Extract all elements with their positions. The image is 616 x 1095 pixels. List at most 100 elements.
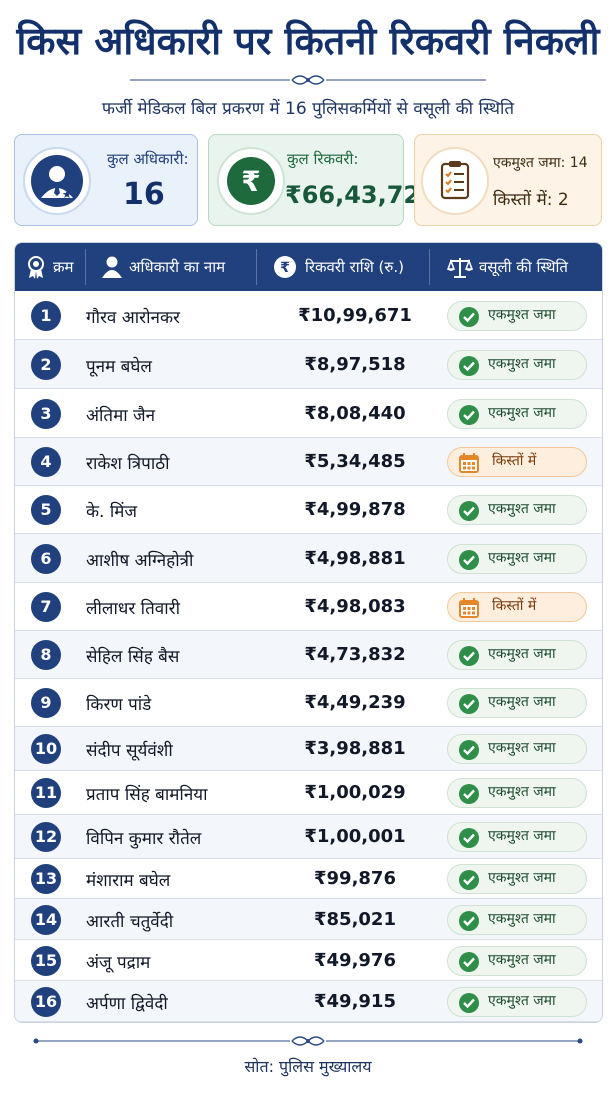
recovery-amount: ₹8,97,518 xyxy=(304,354,406,375)
summary-cards: कुल अधिकारी: 16 ₹ कुल रिकवरी: ₹66,43,726 xyxy=(14,134,602,226)
total-recovery-value: ₹66,43,726 xyxy=(285,181,437,209)
officer-name: राकेश त्रिपाठी xyxy=(86,454,170,474)
status-text: एकमुश्त जमा xyxy=(488,694,556,710)
officer-name: प्रताप सिंह बामनिया xyxy=(86,785,208,805)
row-number: 3 xyxy=(31,399,61,429)
officer-name: संदीप सूर्यवंशी xyxy=(86,741,173,761)
table-row: 7 लीलाधर तिवारी ₹4,98,083 किस्तों में xyxy=(15,583,602,631)
status-badge: एकमुश्त जमा xyxy=(447,640,587,670)
status-badge: एकमुश्त जमा xyxy=(447,778,587,808)
recovery-amount: ₹4,73,832 xyxy=(304,644,406,665)
recovery-amount: ₹5,34,485 xyxy=(304,451,406,472)
status-text: एकमुश्त जमा xyxy=(488,307,556,323)
row-number: 11 xyxy=(31,778,61,808)
recovery-amount: ₹1,00,029 xyxy=(304,782,406,803)
officer-name: मंशाराम बघेल xyxy=(86,871,171,891)
row-number: 6 xyxy=(31,544,61,574)
status-badge: एकमुश्त जमा xyxy=(447,544,587,574)
status-text: एकमुश्त जमा xyxy=(488,356,556,372)
row-number: 9 xyxy=(31,688,61,718)
header-name: अधिकारी का नाम xyxy=(101,243,271,291)
header-status: वसूली की स्थिति xyxy=(447,243,597,291)
status-badge: एकमुश्त जमा xyxy=(447,987,587,1017)
ornament-divider-bottom xyxy=(33,1036,583,1046)
officer-name: आशीष अग्निहोत्री xyxy=(86,551,194,571)
balance-scale-icon xyxy=(447,258,473,278)
row-number: 1 xyxy=(31,301,61,331)
status-badge: किस्तों में xyxy=(447,592,587,622)
status-badge: एकमुश्त जमा xyxy=(447,399,587,429)
total-recovery-card: ₹ कुल रिकवरी: ₹66,43,726 xyxy=(208,134,437,226)
row-number: 10 xyxy=(31,734,61,764)
total-officers-card: कुल अधिकारी: 16 xyxy=(14,134,198,226)
row-number: 16 xyxy=(31,987,61,1017)
status-text: किस्तों में xyxy=(492,453,537,469)
person-icon xyxy=(102,256,122,278)
officer-name: अंतिमा जैन xyxy=(86,406,156,426)
rupee-icon: ₹ xyxy=(217,147,285,215)
recovery-amount: ₹4,98,083 xyxy=(304,596,406,617)
officer-name: पूनम बघेल xyxy=(86,357,152,377)
header-serial-label: क्रम xyxy=(53,258,74,276)
svg-text:₹: ₹ xyxy=(241,165,260,198)
recovery-amount: ₹85,021 xyxy=(314,909,396,930)
status-text: एकमुश्त जमा xyxy=(488,550,556,566)
recovery-amount: ₹49,915 xyxy=(314,991,396,1012)
lumpsum-count: एकमुश्त जमा: 14 xyxy=(493,155,588,171)
recovery-amount: ₹4,49,239 xyxy=(304,692,406,713)
table-row: 10 संदीप सूर्यवंशी ₹3,98,881 एकमुश्त जमा xyxy=(15,727,602,771)
recovery-amount: ₹49,976 xyxy=(314,950,396,971)
table-row: 1 गौरव आरोनकर ₹10,99,671 एकमुश्त जमा xyxy=(15,292,602,340)
row-number: 5 xyxy=(31,495,61,525)
status-text: एकमुश्त जमा xyxy=(488,784,556,800)
table-row: 14 आरती चतुर्वेदी ₹85,021 एकमुश्त जमा xyxy=(15,899,602,940)
recovery-amount: ₹3,98,881 xyxy=(304,738,406,759)
table-row: 12 विपिन कुमार रौतेल ₹1,00,001 एकमुश्त जमा xyxy=(15,815,602,859)
police-officer-icon xyxy=(23,147,91,215)
header-amount: ₹ रिकवरी राशि (रु.) xyxy=(273,243,423,291)
status-text: एकमुश्त जमा xyxy=(488,740,556,756)
status-badge: एकमुश्त जमा xyxy=(447,495,587,525)
table-header: क्रम अधिकारी का नाम ₹ रिकवरी राशि (रु.) xyxy=(15,243,602,291)
status-text: एकमुश्त जमा xyxy=(488,501,556,517)
status-badge: किस्तों में xyxy=(447,447,587,477)
officer-name: अंजू पद्राम xyxy=(86,953,151,973)
status-badge: एकमुश्त जमा xyxy=(447,688,587,718)
header-name-label: अधिकारी का नाम xyxy=(129,258,226,276)
header-serial: क्रम xyxy=(25,243,85,291)
table-row: 3 अंतिमा जैन ₹8,08,440 एकमुश्त जमा xyxy=(15,389,602,438)
officer-name: विपिन कुमार रौतेल xyxy=(86,829,202,849)
row-number: 8 xyxy=(31,640,61,670)
status-text: किस्तों में xyxy=(492,598,537,614)
rupee-icon: ₹ xyxy=(274,256,296,278)
status-badge: एकमुश्त जमा xyxy=(447,905,587,935)
payment-mode-card: एकमुश्त जमा: 14 किस्तों में: 2 xyxy=(414,134,602,226)
source-footer: सोत: पुलिस मुख्यालय xyxy=(244,1057,372,1076)
recovery-amount: ₹99,876 xyxy=(314,868,396,889)
total-recovery-label: कुल रिकवरी: xyxy=(287,150,359,168)
header-status-label: वसूली की स्थिति xyxy=(479,258,568,276)
total-officers-value: 16 xyxy=(123,177,165,212)
table-row: 16 अर्पणा द्विवेदी ₹49,915 एकमुश्त जमा xyxy=(15,981,602,1022)
officer-name: किरण पांडे xyxy=(86,695,152,715)
recovery-amount: ₹10,99,671 xyxy=(298,305,412,326)
row-number: 4 xyxy=(31,447,61,477)
row-number: 13 xyxy=(31,864,61,894)
officer-name: आरती चतुर्वेदी xyxy=(86,912,174,932)
recovery-table: क्रम अधिकारी का नाम ₹ रिकवरी राशि (रु.) xyxy=(14,242,603,1023)
ornament-divider xyxy=(130,75,486,85)
page-subtitle: फर्जी मेडिकल बिल प्रकरण में 16 पुलिसकर्म… xyxy=(101,99,515,119)
row-number: 7 xyxy=(31,592,61,622)
table-row: 11 प्रताप सिंह बामनिया ₹1,00,029 एकमुश्त जम… xyxy=(15,771,602,815)
table-row: 9 किरण पांडे ₹4,49,239 एकमुश्त जमा xyxy=(15,679,602,727)
status-text: एकमुश्त जमा xyxy=(488,646,556,662)
recovery-amount: ₹8,08,440 xyxy=(304,403,406,424)
table-row: 4 राकेश त्रिपाठी ₹5,34,485 किस्तों में xyxy=(15,438,602,486)
table-row: 13 मंशाराम बघेल ₹99,876 एकमुश्त जमा xyxy=(15,859,602,899)
status-text: एकमुश्त जमा xyxy=(488,911,556,927)
clipboard-checklist-icon xyxy=(421,147,489,215)
status-text: एकमुश्त जमा xyxy=(488,870,556,886)
recovery-amount: ₹4,99,878 xyxy=(304,499,406,520)
page-title: किस अधिकारी पर कितनी रिकवरी निकली xyxy=(16,19,600,63)
status-badge: एकमुश्त जमा xyxy=(447,301,587,331)
